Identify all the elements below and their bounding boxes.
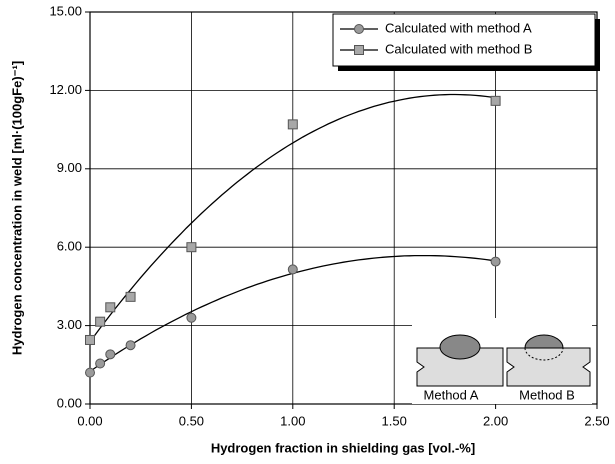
legend-label: Calculated with method B: [385, 41, 532, 56]
y-tick-label: 9.00: [57, 160, 82, 175]
weld-b-top: [524, 334, 564, 349]
marker: [125, 291, 136, 302]
plot-frame: [89, 11, 598, 405]
y-tick-label: 3.00: [57, 317, 82, 332]
marker: [287, 119, 298, 130]
y-axis-title: Hydrogen concentration in weld [ml·(100g…: [9, 61, 24, 355]
marker: [490, 256, 501, 267]
marker: [186, 312, 197, 323]
marker: [85, 367, 95, 378]
plate: [506, 347, 591, 387]
weld-b-bottom: [524, 347, 564, 361]
legend-label: Calculated with method A: [385, 20, 532, 35]
annotation: Method B: [519, 387, 575, 402]
marker: [95, 358, 106, 369]
annotation: Method A: [424, 387, 479, 402]
method-sketches: [412, 318, 592, 404]
x-tick-label: 2.00: [483, 413, 508, 428]
marker: [186, 242, 197, 253]
x-tick-label: 2.50: [584, 413, 609, 428]
marker: [105, 349, 116, 360]
marker: [125, 340, 136, 351]
legend: [332, 13, 596, 67]
legend-marker: [354, 24, 364, 34]
plate: [416, 347, 504, 387]
x-axis-title: Hydrogen fraction in shielding gas [vol.…: [211, 440, 475, 455]
weld-a: [439, 334, 481, 360]
legend-marker: [354, 45, 364, 55]
marker: [490, 95, 501, 106]
y-tick-label: 0.00: [57, 395, 82, 410]
x-tick-label: 0.50: [179, 413, 204, 428]
marker: [105, 302, 116, 313]
x-tick-label: 0.00: [77, 413, 102, 428]
x-tick-label: 1.00: [280, 413, 305, 428]
marker: [95, 316, 106, 327]
fit-curve: [89, 93, 496, 343]
x-tick-label: 1.50: [382, 413, 407, 428]
marker: [287, 264, 298, 275]
y-tick-label: 12.00: [49, 82, 82, 97]
y-tick-label: 15.00: [49, 3, 82, 18]
y-tick-label: 6.00: [57, 239, 82, 254]
marker: [85, 334, 95, 345]
